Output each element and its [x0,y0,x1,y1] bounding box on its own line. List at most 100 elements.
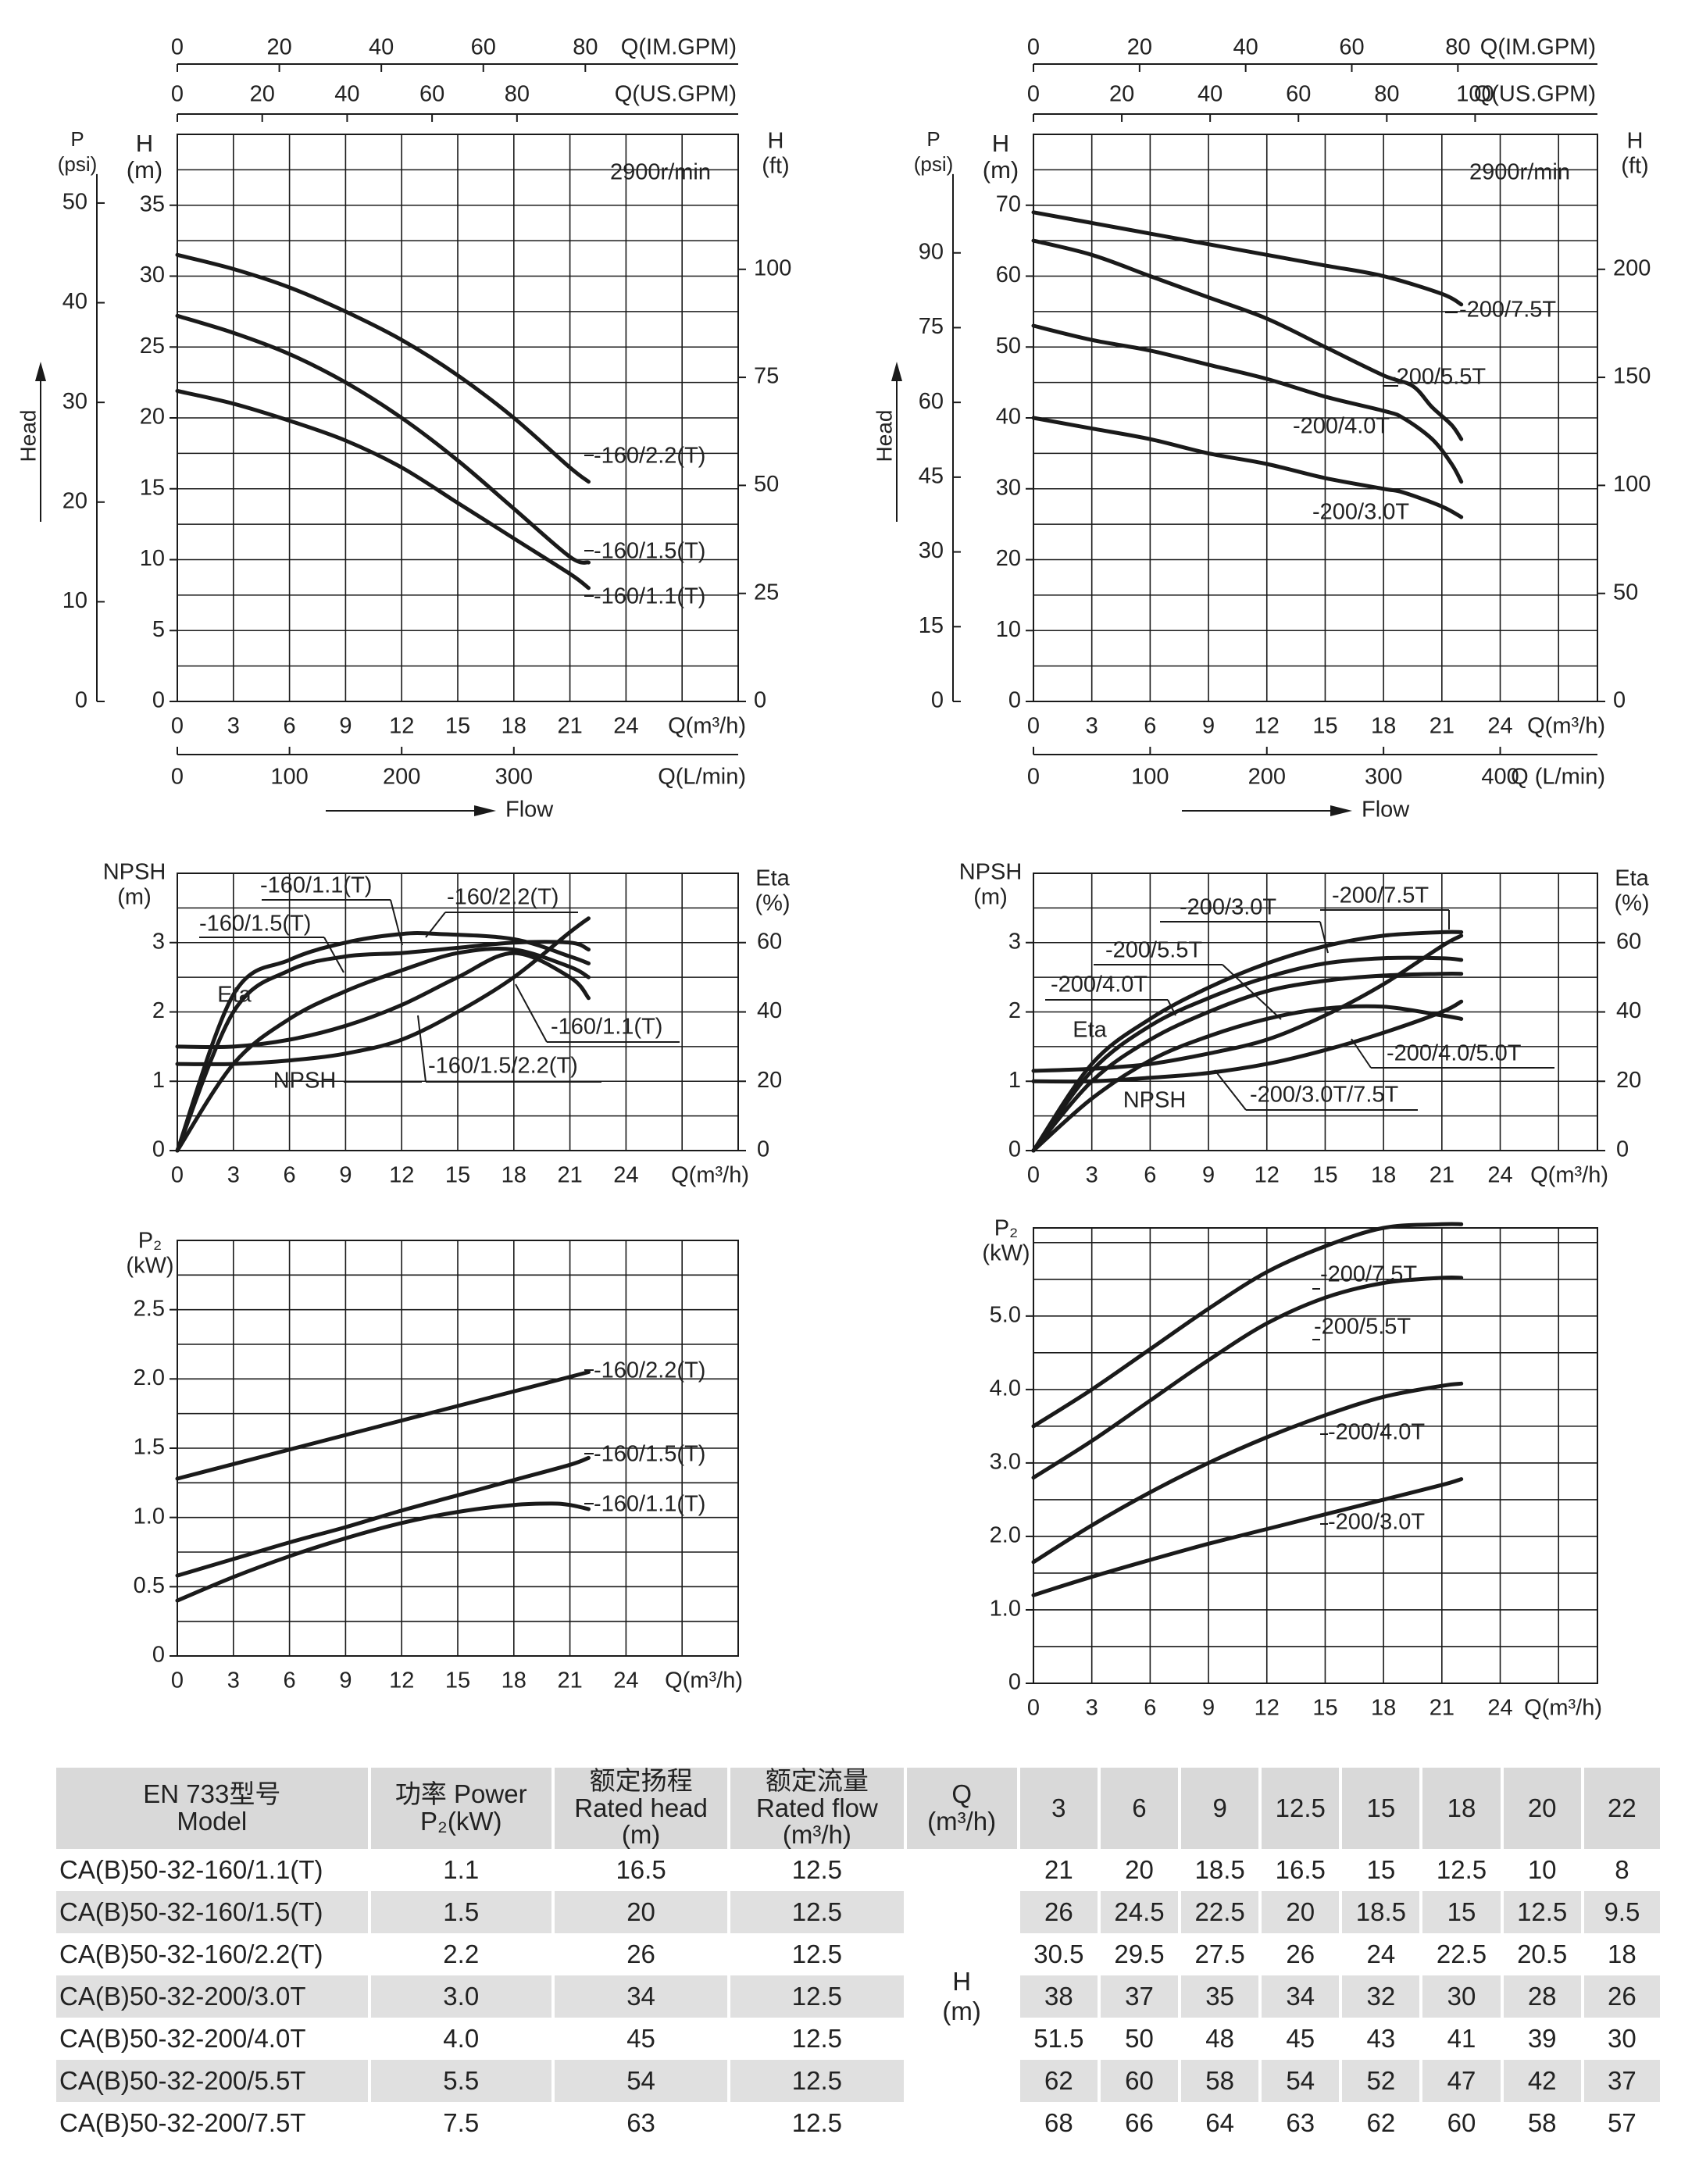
ft-tick-label: 100 [754,255,791,280]
leader-line [515,983,548,1043]
series-label: -200/3.0T [1312,500,1409,525]
series-line [1031,999,1464,1084]
y-tick-label: 5.0 [990,1302,1021,1327]
series-line [1031,416,1464,519]
head-value-cell: 43 [1340,2017,1423,2060]
y2-axis-title: (%) [755,891,790,916]
x-tick-label: 9 [1202,1696,1215,1721]
y-tick-label: 3.0 [990,1450,1021,1475]
x-tick-label: 6 [1144,1696,1156,1721]
leader-line [425,912,446,938]
head-value-cell: 18.5 [1180,1848,1262,1891]
y-tick-label: 0 [152,688,165,713]
y-tick-label: 0 [1008,688,1021,713]
y-tick-label: 10 [140,546,165,571]
pump-curves-figure: 0 3 6 9 12 15 18 21 24 Q(m³/h)0 100 200 300 Q(L/min)0… [16,35,1651,1721]
psi-tick-label: 15 [919,613,944,638]
x-axis-title: Q(m³/h) [1530,1163,1608,1188]
rated-head-cell: 63 [552,2101,731,2144]
speed-label: 2900r/min [1469,160,1570,185]
table-row: CA(B)50-32-160/1.5(T) 1.5 20 12.5 26 24.5 22.5… [56,1890,1664,1933]
y-axis-title: (m) [973,885,1007,910]
leader-line [1167,999,1176,1016]
head-value-cell: 35 [1180,1975,1262,2018]
q-value-header: 9 [1180,1768,1262,1849]
head-value-cell: 62 [1340,2101,1423,2144]
imgpm-axis-title: Q(IM.GPM) [1480,35,1596,60]
x-tick-label: 21 [557,714,582,739]
lmin-tick-label: 400 [1481,765,1519,790]
x-tick-label: 3 [227,1668,240,1693]
y2-axis-title: Eta [755,866,790,891]
head-value-cell: 34 [1260,1975,1343,2018]
model-header: EN 733型号 Model [56,1768,371,1849]
series-line [175,252,591,484]
head-value-cell: 15 [1340,1848,1423,1891]
rated-head-header: 额定扬程 Rated head (m) [552,1767,731,1849]
x-tick-label: 15 [1312,714,1337,739]
power-cell: 4.0 [369,2017,555,2060]
series-line [175,1370,591,1481]
y-tick-label: 10 [996,617,1021,642]
rated-flow-cell: 12.5 [729,2101,907,2144]
series-label: -160/1.1(T) [551,1015,662,1040]
series-line [175,951,591,1050]
psi-tick-label: 30 [919,538,944,563]
q-value-header: 12.5 [1260,1768,1343,1849]
x-tick-label: 0 [1027,1163,1040,1188]
head-value-cell: 62 [1018,2059,1101,2102]
x-tick-label: 12 [1255,1163,1280,1188]
model-cell: CA(B)50-32-160/2.2(T) [56,1932,371,1975]
y2-tick-label: 40 [757,998,782,1023]
y-tick-label: 0.5 [134,1573,165,1598]
y-tick-label: 60 [996,262,1021,287]
leader-line [323,937,344,973]
x-tick-label: 3 [1086,714,1098,739]
lmin-tick-label: 100 [270,765,308,790]
lmin-tick-label: 300 [495,765,533,790]
head-value-cell: 68 [1018,2101,1101,2144]
y-axis-title: P₂ [994,1216,1019,1241]
rated-head-cell: 45 [552,2017,731,2060]
h-unit-cell: H (m) [905,1848,1020,2144]
series-label: -200/4.0/5.0T [1387,1041,1522,1066]
y-tick-label: 1 [152,1068,165,1093]
up-arrow-icon [891,362,902,381]
y2-tick-label: 60 [757,929,782,954]
lmin-tick-label: 100 [1131,765,1169,790]
series-label: -160/1.5(T) [594,1442,705,1467]
y-tick-label: 40 [996,405,1021,430]
head-value-cell: 47 [1421,2059,1504,2102]
q-value-header: 22 [1582,1768,1664,1849]
y-tick-label: 2.5 [134,1296,165,1321]
x-tick-label: 21 [1430,1696,1455,1721]
rated-head-cell: 16.5 [552,1848,731,1891]
rated-flow-cell: 12.5 [729,1932,907,1975]
head-label: Head [16,410,40,462]
y2-tick-label: 40 [1616,998,1641,1023]
y2-axis-title: Eta [1615,866,1649,891]
y-tick-label: 15 [140,475,165,500]
usgpm-tick-label: 60 [419,82,444,107]
psi-tick-label: 40 [62,289,87,314]
psi-tick-label: 20 [62,488,87,513]
right-arrow-icon [474,805,496,816]
x-axis-title: Q(m³/h) [668,714,746,739]
series-line [1031,972,1464,1153]
plot-grid [1033,1227,1598,1684]
ft-tick-label: 50 [754,472,779,497]
rated-flow-cell: 12.5 [729,1848,907,1891]
x-tick-label: 3 [227,1163,240,1188]
head-label: Head [872,410,896,462]
usgpm-tick-label: 20 [250,82,275,107]
series-label: -200/3.0T/7.5T [1250,1083,1398,1108]
usgpm-tick-label: 60 [1286,82,1311,107]
ft-tick-label: 25 [754,580,779,605]
lmin-axis-title: Q(L/min) [658,765,746,790]
x-tick-label: 0 [171,1163,184,1188]
imgpm-tick-label: 40 [1233,35,1258,60]
y-tick-label: 2 [1008,998,1021,1023]
series-label: -160/2.2(T) [447,885,559,910]
psi-tick-label: 50 [62,190,87,215]
model-cell: CA(B)50-32-160/1.1(T) [56,1848,371,1891]
